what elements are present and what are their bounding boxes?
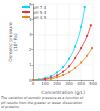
svg-text:500: 500 (89, 81, 97, 86)
svg-text:0: 0 (28, 77, 32, 83)
svg-text:of proteins.: of proteins. (1, 105, 20, 109)
svg-text:3: 3 (29, 32, 32, 37)
svg-text:pH 4.5: pH 4.5 (33, 15, 47, 20)
svg-text:0: 0 (32, 81, 35, 86)
svg-text:400: 400 (77, 81, 85, 86)
svg-text:200: 200 (53, 81, 61, 86)
svg-text:4: 4 (28, 16, 32, 22)
svg-text:5: 5 (29, 2, 32, 7)
svg-text:Osmotic pressure: Osmotic pressure (8, 22, 13, 62)
svg-text:pH 7.4: pH 7.4 (33, 4, 47, 10)
svg-text:pH 5.4: pH 5.4 (33, 9, 47, 15)
svg-text:pH results from the greater or: pH results from the greater or lesser di… (0, 101, 82, 105)
svg-text:2: 2 (29, 47, 32, 52)
svg-text:(10⁴ Pa): (10⁴ Pa) (13, 33, 18, 51)
svg-text:300: 300 (65, 81, 73, 86)
svg-text:100: 100 (41, 81, 49, 86)
svg-text:The variation of osmotic press: The variation of osmotic pressure as a f… (1, 96, 84, 100)
svg-text:1: 1 (29, 62, 32, 67)
svg-text:Concentration (g/L): Concentration (g/L) (41, 90, 85, 95)
